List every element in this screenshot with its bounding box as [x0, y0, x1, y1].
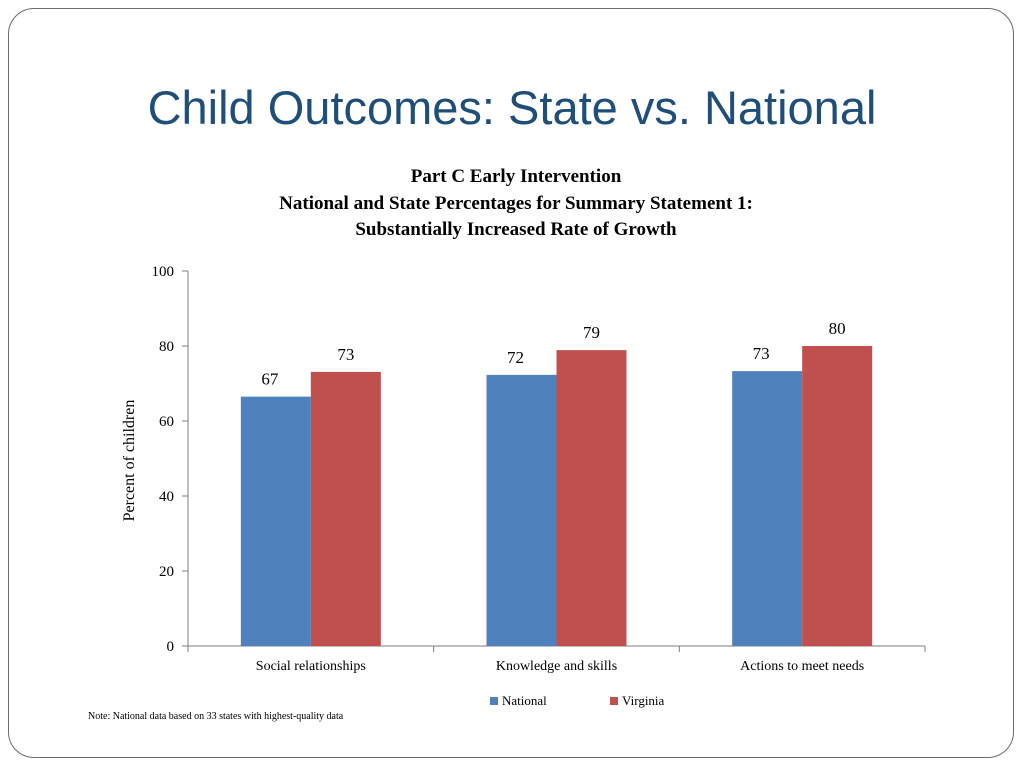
legend-label: Virginia	[622, 693, 665, 708]
bar-national	[486, 374, 557, 646]
bar-national	[732, 371, 803, 646]
data-label: 73	[753, 344, 770, 363]
legend-swatch-virginia	[610, 697, 618, 705]
footnote: Note: National data based on 33 states w…	[88, 711, 344, 722]
data-label: 72	[507, 348, 524, 367]
legend-label: National	[502, 693, 547, 708]
data-label: 73	[337, 345, 354, 364]
y-axis-label: Percent of children	[121, 400, 138, 522]
bar-virginia	[310, 371, 381, 646]
y-tick-label: 20	[159, 564, 174, 580]
data-label: 79	[583, 323, 600, 342]
y-tick-label: 80	[159, 339, 174, 355]
chart-title-line: Substantially Increased Rate of Growth	[355, 219, 677, 240]
chart-title-line: Part C Early Intervention	[411, 166, 622, 187]
bar-national	[240, 396, 311, 646]
slide-title: Child Outcomes: State vs. National	[147, 81, 877, 134]
x-tick-label: Knowledge and skills	[496, 659, 617, 674]
bar-virginia	[556, 350, 627, 646]
data-label: 67	[261, 370, 279, 389]
x-tick-label: Actions to meet needs	[740, 659, 864, 674]
y-tick-label: 0	[167, 639, 175, 655]
slide-frame	[8, 8, 1014, 758]
chart-title-line: National and State Percentages for Summa…	[279, 193, 753, 214]
data-label: 80	[829, 319, 846, 338]
y-tick-label: 40	[159, 489, 174, 505]
y-tick-label: 60	[159, 414, 174, 430]
x-tick-label: Social relationships	[256, 659, 366, 674]
bar-virginia	[802, 346, 873, 646]
legend-swatch-national	[490, 697, 498, 705]
y-tick-label: 100	[152, 264, 175, 280]
